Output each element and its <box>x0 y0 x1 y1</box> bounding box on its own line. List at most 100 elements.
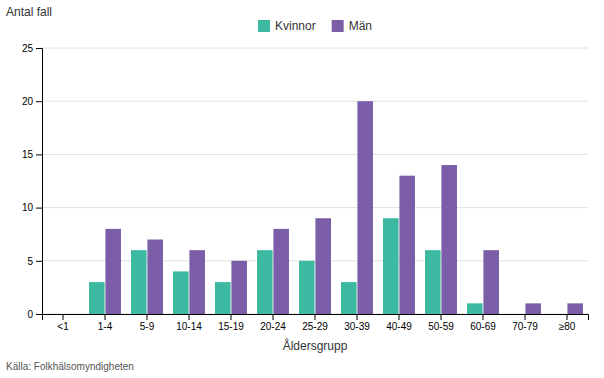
tick: 25-29 <box>302 314 328 332</box>
legend-item: Kvinnor <box>258 19 316 33</box>
y-label: Antal fall <box>6 5 52 19</box>
tick-mark <box>567 314 568 320</box>
x-axis: <11-45-910-1415-1920-2425-2930-3940-4950… <box>43 314 589 332</box>
legend-item: Män <box>332 19 372 33</box>
tick: 0 <box>27 309 42 320</box>
grid-line <box>42 48 588 49</box>
tick-mark <box>399 314 400 320</box>
tick-label: 10-14 <box>176 321 202 332</box>
annotation: Källa: Folkhälsomyndigheten <box>6 361 134 372</box>
bar <box>357 101 373 314</box>
tick: 20-24 <box>260 314 286 332</box>
bar <box>173 271 189 314</box>
bar <box>105 229 121 314</box>
bar <box>425 250 441 314</box>
legend: Kvinnor Män <box>258 19 372 33</box>
grid <box>42 48 588 314</box>
tick: ≥80 <box>559 314 576 332</box>
tick-label: 5-9 <box>140 321 155 332</box>
bar <box>131 250 147 314</box>
tick-label: 25 <box>22 43 34 54</box>
tick-label: <1 <box>57 321 69 332</box>
tick-label: 70-79 <box>512 321 538 332</box>
bar <box>63 314 79 315</box>
bar <box>215 282 231 314</box>
bar <box>231 261 247 314</box>
tick-label: 25-29 <box>302 321 328 332</box>
tick-mark <box>315 314 316 320</box>
tick: 10 <box>22 202 42 213</box>
tick-mark <box>105 314 106 320</box>
tick: <1 <box>57 314 69 332</box>
tick: 15 <box>22 149 42 160</box>
legend-label: Män <box>349 19 372 33</box>
bar <box>551 314 567 315</box>
tick-mark <box>36 101 42 102</box>
axis-line <box>43 315 589 321</box>
bar <box>567 303 583 314</box>
chart: 0 5 10 15 20 25 <1 1-4 5-9 10-14 15-19 20-24 25-29 30… <box>0 0 604 378</box>
tick-mark <box>36 208 42 209</box>
bar-series <box>105 101 583 314</box>
tick: 25 <box>22 43 42 54</box>
bar <box>483 250 499 314</box>
tick-label: ≥80 <box>559 321 576 332</box>
tick: 20 <box>22 96 42 107</box>
bar <box>525 303 541 314</box>
tick: 1-4 <box>98 314 113 332</box>
bars <box>89 101 583 314</box>
tick: 15-19 <box>218 314 244 332</box>
tick-mark <box>231 314 232 320</box>
grid-line <box>42 260 588 261</box>
tick-mark <box>441 314 442 320</box>
grid-line <box>42 101 588 102</box>
bar <box>383 218 399 314</box>
tick-label: 15 <box>22 149 34 160</box>
bar <box>315 218 331 314</box>
bar <box>189 250 205 314</box>
tick: 70-79 <box>512 314 538 332</box>
plot: 0 5 10 15 20 25 <1 1-4 5-9 10-14 15-19 20-24 25-29 30… <box>22 43 589 332</box>
tick-label: 20-24 <box>260 321 286 332</box>
bar <box>147 240 163 314</box>
tick: 5 <box>27 256 42 267</box>
bar <box>467 303 483 314</box>
tick-mark <box>36 48 42 49</box>
tick: 40-49 <box>386 314 412 332</box>
bar <box>273 229 289 314</box>
tick-mark <box>147 314 148 320</box>
bar <box>509 314 525 315</box>
x-label: Åldersgrupp <box>283 338 348 353</box>
tick-mark <box>273 314 274 320</box>
tick-label: 1-4 <box>98 321 113 332</box>
tick-label: 5 <box>27 256 33 267</box>
tick: 60-69 <box>470 314 496 332</box>
tick-label: 40-49 <box>386 321 412 332</box>
tick-mark <box>525 314 526 320</box>
bar <box>441 165 457 314</box>
tick-label: 0 <box>27 309 33 320</box>
tick: 30-39 <box>344 314 370 332</box>
tick-mark <box>36 314 42 315</box>
tick-label: 60-69 <box>470 321 496 332</box>
tick: 10-14 <box>176 314 202 332</box>
bar <box>47 314 63 315</box>
bar <box>89 282 105 314</box>
tick-mark <box>63 314 64 320</box>
tick-mark <box>36 261 42 262</box>
axis-line <box>36 49 43 315</box>
tick-label: 10 <box>22 202 34 213</box>
grid-line <box>42 207 588 208</box>
legend-swatch <box>258 20 270 32</box>
legend-label: Kvinnor <box>275 19 316 33</box>
bar <box>299 261 315 314</box>
tick-mark <box>483 314 484 320</box>
bar <box>341 282 357 314</box>
tick-label: 15-19 <box>218 321 244 332</box>
tick-label: 30-39 <box>344 321 370 332</box>
y-axis: 0 5 10 15 20 25 <box>22 43 43 320</box>
tick: 5-9 <box>140 314 155 332</box>
tick-mark <box>357 314 358 320</box>
legend-swatch <box>332 20 344 32</box>
grid-line <box>42 154 588 155</box>
